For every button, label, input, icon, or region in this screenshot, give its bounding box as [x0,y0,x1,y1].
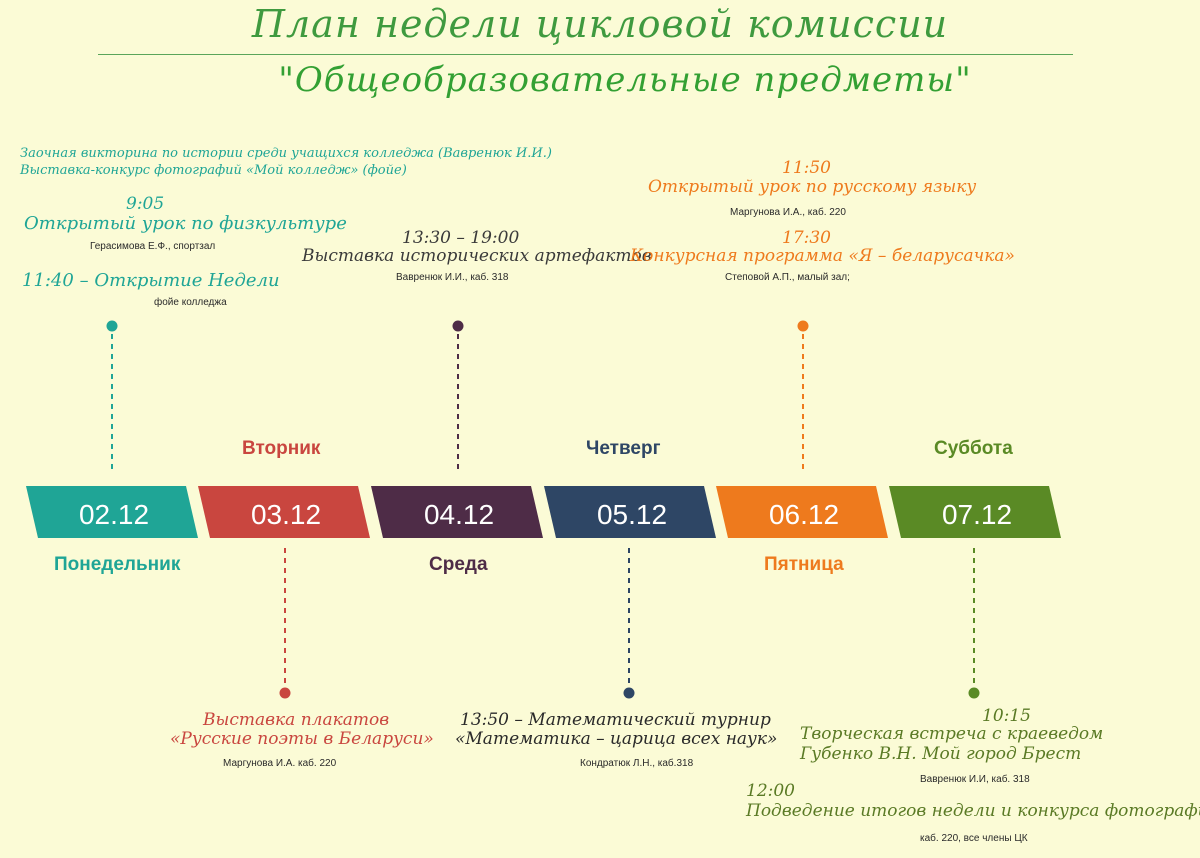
saturday-who-1: Вавренюк И.И, каб. 318 [920,774,1030,785]
tuesday-who: Маргунова И.А. каб. 220 [223,758,337,769]
date-segment-saturday [889,486,1061,538]
connector-dot-wednesday [452,320,464,332]
title-divider [98,54,1073,55]
wednesday-time: 13:30 – 19:00 [402,228,520,248]
date-label-friday: 06.12 [769,499,839,530]
thursday-title-2: «Математика – царица всех наук» [455,729,778,749]
friday-title-1: Открытый урок по русскому языку [648,177,977,197]
friday-time-1: 11:50 [782,158,831,178]
tuesday-title-2: «Русские поэты в Беларуси» [170,729,434,749]
saturday-title-2: Подведение итогов недели и конкурса фото… [746,801,1200,821]
wednesday-who: Вавренюк И.И., каб. 318 [396,272,509,283]
date-segment-wednesday [371,486,543,538]
thursday-title-1: 13:50 – Математический турнир [460,710,771,730]
connector-dot-friday [797,320,809,332]
day-name-friday: Пятница [764,554,844,575]
connector-dot-monday [106,320,118,332]
date-segment-friday [716,486,888,538]
thursday-who: Кондратюк Л.Н., каб.318 [580,758,694,769]
monday-quiz: Заочная викторина по истории среди учащи… [20,146,552,161]
saturday-title-1a: Творческая встреча с краеведом [800,724,1104,744]
date-label-thursday: 05.12 [597,499,667,530]
monday-pe-time: 9:05 [126,194,165,214]
monday-opening-who: фойе колледжа [154,297,227,308]
friday-time-2: 17:30 [782,228,831,248]
monday-pe-who: Герасимова Е.Ф., спортзал [90,241,216,252]
date-segment-tuesday [198,486,370,538]
monday-pe-title: Открытый урок по физкультуре [24,213,347,234]
saturday-time-1: 10:15 [982,706,1031,726]
friday-title-2: Конкурсная программа «Я – беларусачка» [630,246,1015,266]
monday-opening: 11:40 – Открытие Недели [22,270,280,291]
connector-dot-thursday [623,687,635,699]
monday-photo-contest: Выставка-конкурс фотографий «Мой колледж… [20,163,407,178]
saturday-time-2: 12:00 [746,781,795,801]
connector-dot-tuesday [279,687,291,699]
friday-who-2: Степовой А.П., малый зал; [725,272,850,283]
day-name-saturday: Суббота [934,438,1013,459]
saturday-title-1b: Губенко В.Н. Мой город Брест [800,744,1082,764]
date-segment-monday [26,486,198,538]
saturday-who-2: каб. 220, все члены ЦК [920,833,1028,844]
page-subtitle: "Общеобразовательные предметы" [278,60,972,100]
wednesday-title: Выставка исторических артефактов [302,246,652,266]
day-name-thursday: Четверг [586,438,661,459]
day-name-tuesday: Вторник [242,438,321,459]
date-segment-thursday [544,486,716,538]
date-label-saturday: 07.12 [942,499,1012,530]
date-label-tuesday: 03.12 [251,499,321,530]
day-name-monday: Понедельник [54,554,181,575]
date-label-monday: 02.12 [79,499,149,530]
tuesday-title-1: Выставка плакатов [203,710,390,730]
connector-dot-saturday [968,687,980,699]
date-label-wednesday: 04.12 [424,499,494,530]
page-title: План недели цикловой комиссии [251,2,949,46]
day-name-wednesday: Среда [429,554,488,575]
friday-who-1: Маргунова И.А., каб. 220 [730,207,846,218]
